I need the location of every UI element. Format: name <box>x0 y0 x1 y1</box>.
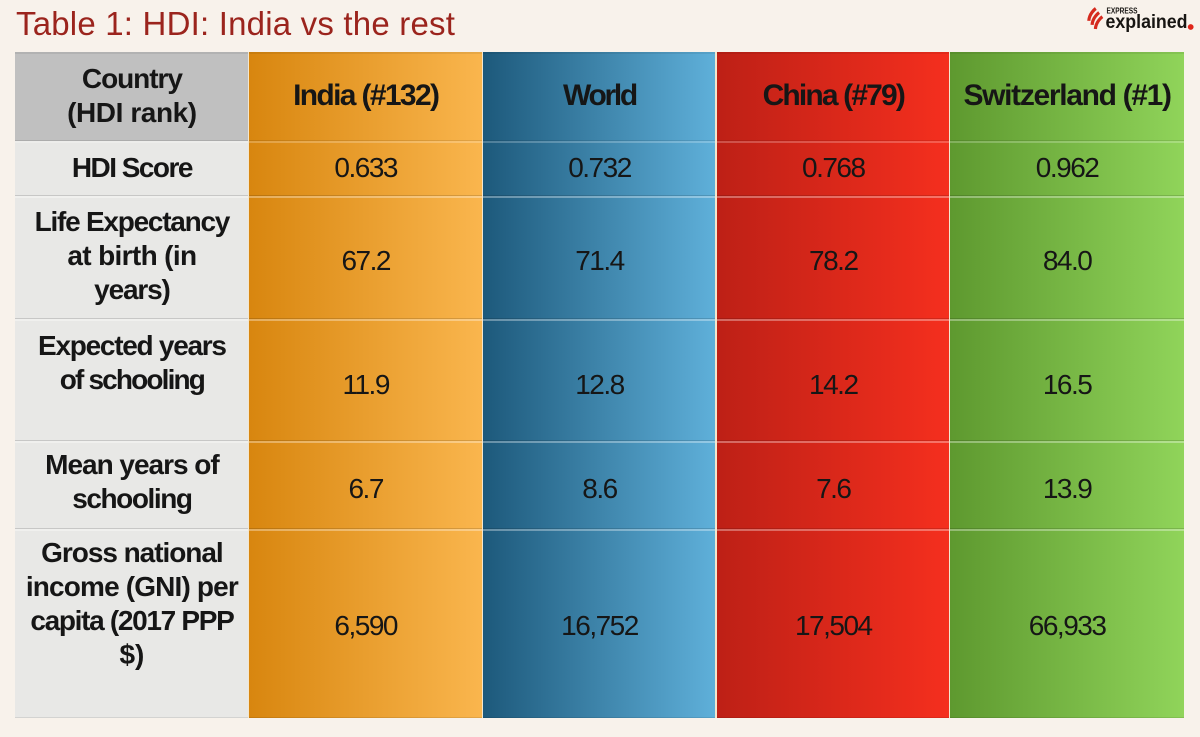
svg-text:EXPRESS: EXPRESS <box>1107 7 1138 16</box>
svg-text:explained: explained <box>1106 12 1188 33</box>
